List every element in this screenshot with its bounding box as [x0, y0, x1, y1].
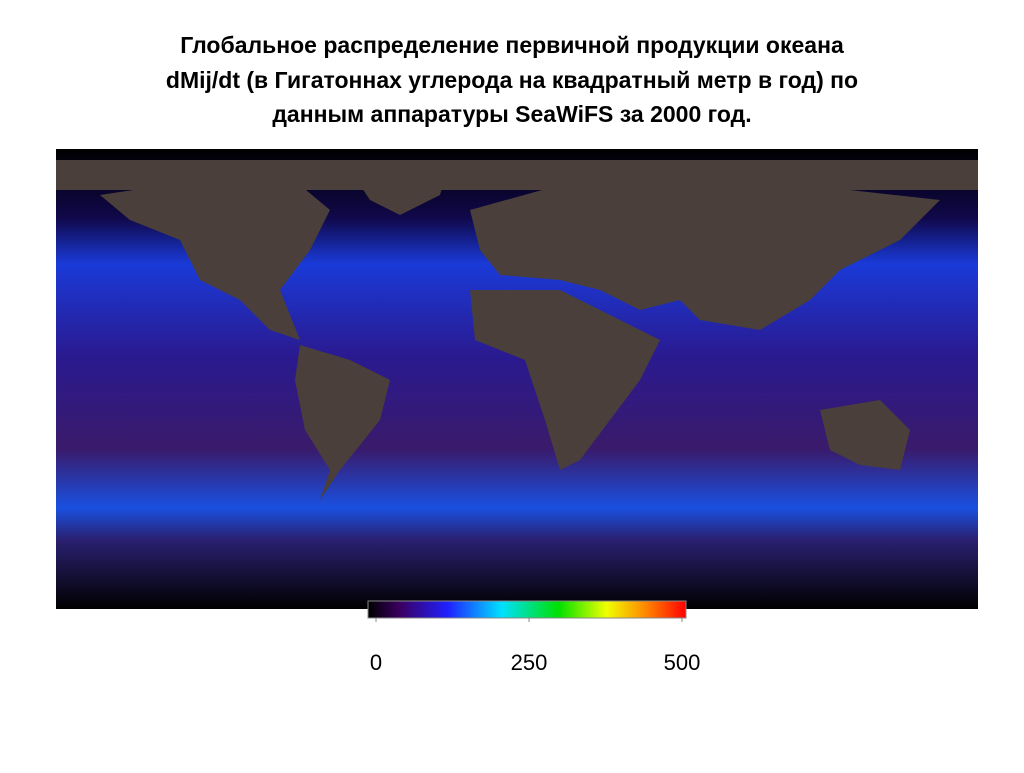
title-line: данным аппаратуры SeaWiFS за 2000 год.	[272, 101, 751, 127]
title-line: Глобальное распределение первичной проду…	[180, 32, 844, 58]
land	[56, 160, 978, 500]
title-line: dMij/dt (в Гигатоннах углерода на квадра…	[166, 67, 858, 93]
colorbar-ticks: 0 250 500	[370, 618, 700, 675]
colorbar	[367, 600, 687, 619]
tick-label: 250	[511, 650, 548, 675]
map	[56, 149, 978, 609]
title: Глобальное распределение первичной проду…	[166, 32, 858, 127]
tick-label: 0	[370, 650, 382, 675]
tick-label: 500	[664, 650, 701, 675]
